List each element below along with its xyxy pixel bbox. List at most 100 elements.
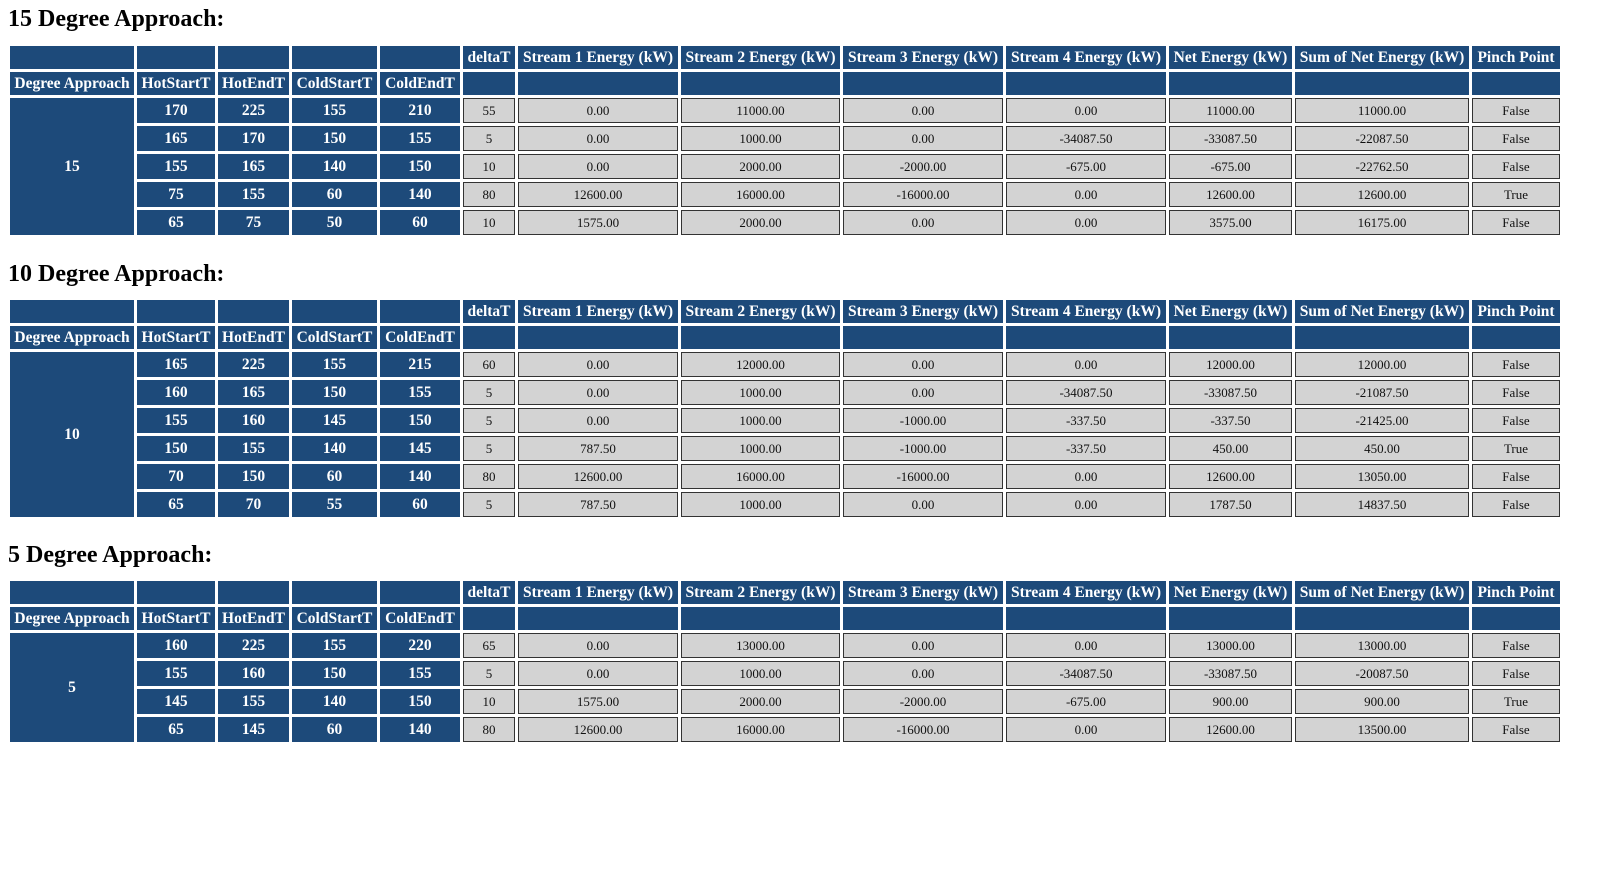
header-row-top: deltaT Stream 1 Energy (kW) Stream 2 Energ…: [10, 300, 1560, 323]
header-blank: [137, 581, 215, 604]
delta-t-cell: 5: [463, 408, 515, 433]
sum-net-energy-cell: 900.00: [1295, 689, 1469, 714]
cold-start-cell: 140: [292, 436, 377, 461]
column-header-stream2: Stream 2 Energy (kW): [681, 46, 840, 69]
stream4-energy-cell: -675.00: [1006, 689, 1166, 714]
column-header-hot-end: HotEndT: [218, 326, 289, 349]
table-row: 10 165 225 155 215 60 0.00 12000.00 0.00 0.00 1200…: [10, 352, 1560, 517]
table-row: 15 170 225 155 210 55 0.00 11000.00 0.00 0.00 1100…: [10, 98, 1560, 235]
column-header-cold-start: ColdStartT: [292, 72, 377, 95]
stream1-energy-cell: 12600.00: [518, 182, 678, 207]
stream2-energy-cell: 2000.00: [681, 154, 840, 179]
cold-end-cell: 60: [380, 210, 460, 235]
stream2-energy-cell: 2000.00: [681, 210, 840, 235]
header-row-top: deltaT Stream 1 Energy (kW) Stream 2 Energ…: [10, 46, 1560, 69]
column-header-hot-end: HotEndT: [218, 607, 289, 630]
header-blank: [1472, 326, 1560, 349]
header-blank: [1295, 607, 1469, 630]
pinch-point-cell: False: [1472, 352, 1560, 377]
column-header-pinch: Pinch Point: [1472, 300, 1560, 323]
cold-end-cell: 140: [380, 717, 460, 742]
delta-t-cell: 80: [463, 464, 515, 489]
stream2-energy-cell: 1000.00: [681, 492, 840, 517]
column-header-hot-start: HotStartT: [137, 607, 215, 630]
hot-start-cell: 145: [137, 689, 215, 714]
stream4-energy-cell: -34087.50: [1006, 380, 1166, 405]
stream4-energy-cell: -34087.50: [1006, 661, 1166, 686]
sum-net-energy-cell: -22762.50: [1295, 154, 1469, 179]
stream3-energy-cell: -16000.00: [843, 464, 1003, 489]
column-header-net: Net Energy (kW): [1169, 300, 1292, 323]
column-header-stream1: Stream 1 Energy (kW): [518, 46, 678, 69]
stream3-energy-cell: -16000.00: [843, 182, 1003, 207]
column-header-delta-t: deltaT: [463, 46, 515, 69]
hot-start-cell: 70: [137, 464, 215, 489]
stream2-energy-cell: 2000.00: [681, 689, 840, 714]
hot-end-cell: 225: [218, 633, 289, 658]
cold-start-cell: 155: [292, 633, 377, 658]
header-row-bottom: Degree Approach HotStartT HotEndT ColdStart…: [10, 72, 1560, 95]
column-header-stream2: Stream 2 Energy (kW): [681, 300, 840, 323]
net-energy-cell: 12600.00: [1169, 717, 1292, 742]
hot-start-cell: 165: [137, 126, 215, 151]
net-energy-cell: -33087.50: [1169, 380, 1292, 405]
delta-t-cell: 80: [463, 717, 515, 742]
hot-start-cell: 155: [137, 408, 215, 433]
cold-start-cell: 60: [292, 182, 377, 207]
column-header-sum-net: Sum of Net Energy (kW): [1295, 300, 1469, 323]
stream4-energy-cell: 0.00: [1006, 210, 1166, 235]
header-row-bottom: Degree Approach HotStartT HotEndT ColdStart…: [10, 607, 1560, 630]
table-row: 150 155 140 145 5 787.50 1000.00 -1000.00 -337.5…: [10, 436, 1560, 461]
column-header-stream4: Stream 4 Energy (kW): [1006, 46, 1166, 69]
stream3-energy-cell: -2000.00: [843, 689, 1003, 714]
table-row: 165 170 150 155 5 0.00 1000.00 0.00 -34087.50 -33…: [10, 126, 1560, 151]
pinch-point-cell: False: [1472, 717, 1560, 742]
header-blank: [1472, 607, 1560, 630]
column-header-stream3: Stream 3 Energy (kW): [843, 300, 1003, 323]
header-blank: [137, 46, 215, 69]
stream1-energy-cell: 0.00: [518, 154, 678, 179]
cold-end-cell: 215: [380, 352, 460, 377]
stream4-energy-cell: -675.00: [1006, 154, 1166, 179]
delta-t-cell: 10: [463, 689, 515, 714]
header-blank: [1169, 72, 1292, 95]
stream4-energy-cell: 0.00: [1006, 492, 1166, 517]
cold-end-cell: 220: [380, 633, 460, 658]
pinch-point-cell: True: [1472, 689, 1560, 714]
column-header-hot-start: HotStartT: [137, 326, 215, 349]
stream3-energy-cell: 0.00: [843, 633, 1003, 658]
delta-t-cell: 5: [463, 126, 515, 151]
pinch-point-cell: True: [1472, 436, 1560, 461]
header-blank: [380, 581, 460, 604]
header-blank: [1472, 72, 1560, 95]
hot-end-cell: 75: [218, 210, 289, 235]
stream1-energy-cell: 0.00: [518, 98, 678, 123]
sum-net-energy-cell: -21425.00: [1295, 408, 1469, 433]
column-header-degree-approach: Degree Approach: [10, 607, 134, 630]
table-row: 75 155 60 140 80 12600.00 16000.00 -16000.00 0.0…: [10, 182, 1560, 207]
column-header-degree-approach: Degree Approach: [10, 326, 134, 349]
header-blank: [463, 72, 515, 95]
net-energy-cell: 13000.00: [1169, 633, 1292, 658]
column-header-net: Net Energy (kW): [1169, 581, 1292, 604]
hot-start-cell: 155: [137, 661, 215, 686]
column-header-pinch: Pinch Point: [1472, 46, 1560, 69]
stream2-energy-cell: 12000.00: [681, 352, 840, 377]
section-title: 15 Degree Approach:: [8, 6, 225, 32]
header-blank: [1006, 607, 1166, 630]
stream4-energy-cell: 0.00: [1006, 182, 1166, 207]
pinch-point-cell: False: [1472, 154, 1560, 179]
header-blank: [518, 326, 678, 349]
stream2-energy-cell: 1000.00: [681, 436, 840, 461]
hot-end-cell: 150: [218, 464, 289, 489]
sum-net-energy-cell: -21087.50: [1295, 380, 1469, 405]
header-blank: [681, 72, 840, 95]
header-blank: [463, 607, 515, 630]
header-blank: [292, 46, 377, 69]
pinch-point-cell: False: [1472, 380, 1560, 405]
cold-end-cell: 155: [380, 661, 460, 686]
header-blank: [681, 607, 840, 630]
delta-t-cell: 65: [463, 633, 515, 658]
column-header-delta-t: deltaT: [463, 300, 515, 323]
stream4-energy-cell: 0.00: [1006, 352, 1166, 377]
